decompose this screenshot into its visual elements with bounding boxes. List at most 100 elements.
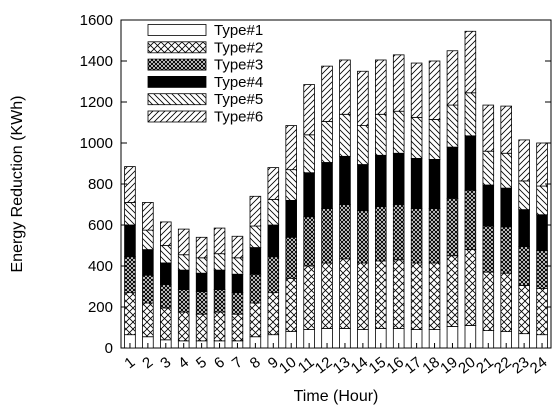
x-tick-label: 10 — [276, 354, 300, 378]
bar-segment-type5-hour-23 — [518, 180, 530, 211]
bar-segment-type6-hour-19 — [446, 50, 459, 106]
x-tick-label: 19 — [437, 354, 461, 378]
bar-segment-type4-hour-20 — [464, 135, 477, 191]
bar-segment-type5-hour-1 — [124, 202, 136, 226]
bar-segment-type2-hour-1 — [124, 292, 136, 336]
bar-segment-type4-hour-18 — [428, 158, 441, 209]
bar-segment-type5-hour-15 — [375, 113, 387, 156]
bar-segment-type6-hour-16 — [392, 54, 405, 112]
bar-segment-type4-hour-2 — [142, 249, 154, 276]
bar-segment-type4-hour-3 — [160, 262, 172, 285]
bar-segment-type4-hour-7 — [231, 273, 244, 294]
bar-segment-type3-hour-22 — [500, 226, 512, 274]
bar-segment-type5-hour-11 — [303, 134, 315, 174]
y-tick-label: 400 — [88, 258, 113, 275]
bar-segment-type3-hour-19 — [446, 197, 459, 257]
bar-segment-type2-hour-3 — [160, 307, 172, 341]
bar-segment-type3-hour-24 — [536, 250, 548, 289]
x-tick-label: 14 — [348, 354, 372, 378]
legend-label-type1: Type#1 — [214, 22, 263, 39]
bar-segment-type5-hour-8 — [249, 225, 262, 248]
x-tick-label: 16 — [384, 354, 408, 378]
bar-segment-type6-hour-20 — [464, 30, 477, 94]
bar-segment-type3-hour-10 — [285, 236, 297, 279]
bar-segment-type4-hour-24 — [536, 214, 548, 252]
bar-segment-type3-hour-7 — [231, 292, 244, 315]
bar-segment-type2-hour-10 — [285, 277, 297, 332]
x-tick-label: 7 — [229, 354, 246, 373]
y-tick-label: 1200 — [80, 94, 113, 111]
bar-segment-type2-hour-12 — [321, 262, 333, 329]
bar-segment-type4-hour-11 — [303, 172, 315, 218]
bar-segment-type3-hour-16 — [392, 204, 405, 261]
bar-segment-type6-hour-4 — [177, 228, 190, 256]
bar-segment-type6-hour-10 — [285, 125, 297, 171]
legend-swatch-type2 — [147, 41, 207, 54]
bar-segment-type2-hour-8 — [249, 302, 262, 338]
bar-segment-type5-hour-4 — [177, 254, 190, 271]
bar-segment-type3-hour-9 — [267, 256, 280, 294]
x-tick-label: 6 — [211, 354, 228, 373]
bar-segment-type6-hour-9 — [267, 167, 280, 200]
bar-segment-type5-hour-13 — [339, 113, 351, 157]
bar-segment-type6-hour-15 — [375, 59, 387, 115]
bar-segment-type5-hour-10 — [285, 169, 297, 201]
y-tick-label: 1600 — [80, 12, 113, 29]
bar-segment-type3-hour-23 — [518, 246, 530, 286]
x-tick-label: 23 — [509, 354, 533, 378]
bar-segment-type6-hour-18 — [428, 60, 441, 120]
bar-segment-type5-hour-7 — [231, 257, 244, 275]
bar-segment-type5-hour-18 — [428, 119, 441, 160]
bar-segment-type3-hour-2 — [142, 274, 154, 304]
legend-label-type2: Type#2 — [214, 39, 263, 56]
bar-segment-type3-hour-3 — [160, 284, 172, 309]
bar-segment-type4-hour-6 — [213, 269, 226, 290]
bar-segment-type2-hour-6 — [213, 311, 226, 342]
bar-segment-type2-hour-15 — [375, 260, 387, 329]
bar-segment-type4-hour-15 — [375, 154, 387, 207]
bar-segment-type6-hour-24 — [536, 142, 548, 187]
bar-segment-type2-hour-18 — [428, 262, 441, 330]
bar-segment-type5-hour-14 — [357, 125, 369, 165]
bar-segment-type3-hour-4 — [177, 289, 190, 313]
bar-segment-type2-hour-20 — [464, 249, 477, 326]
y-tick-label: 1000 — [80, 135, 113, 152]
x-tick-label: 18 — [419, 354, 443, 378]
bar-segment-type2-hour-24 — [536, 288, 548, 336]
legend-label-type4: Type#4 — [214, 74, 263, 91]
x-tick-label: 3 — [157, 354, 174, 373]
bars-group — [124, 30, 548, 349]
bar-segment-type4-hour-16 — [392, 152, 405, 205]
legend-swatch-type1 — [147, 24, 207, 36]
bar-segment-type4-hour-13 — [339, 155, 351, 205]
bar-segment-type6-hour-13 — [339, 59, 351, 115]
bar-segment-type6-hour-11 — [303, 84, 315, 136]
x-tick-label: 15 — [366, 354, 390, 378]
bar-segment-type5-hour-21 — [482, 150, 495, 186]
bar-segment-type6-hour-14 — [357, 70, 369, 126]
bar-segment-type5-hour-24 — [536, 185, 548, 216]
bar-segment-type6-hour-1 — [124, 166, 136, 203]
bar-segment-type3-hour-17 — [410, 208, 423, 264]
bar-segment-type5-hour-5 — [195, 257, 208, 274]
bar-segment-type3-hour-5 — [195, 291, 208, 315]
y-axis-title: Energy Reduction (KWh) — [9, 96, 26, 273]
legend-swatch-type4 — [147, 76, 207, 88]
bar-segment-type4-hour-9 — [267, 224, 280, 258]
x-tick-label: 5 — [193, 354, 210, 373]
bar-segment-type2-hour-23 — [518, 285, 530, 335]
bar-segment-type5-hour-9 — [267, 198, 280, 226]
bar-segment-type5-hour-22 — [500, 152, 512, 189]
bar-segment-type6-hour-22 — [500, 105, 512, 154]
bar-segment-type3-hour-15 — [375, 206, 387, 262]
legend-swatch-type3 — [147, 58, 207, 71]
bar-segment-type5-hour-2 — [142, 229, 154, 251]
legend-label-type5: Type#5 — [214, 91, 263, 108]
x-tick-label: 8 — [247, 354, 264, 373]
bar-segment-type5-hour-6 — [213, 253, 226, 271]
bar-segment-type6-hour-12 — [321, 65, 333, 122]
x-tick-label: 12 — [312, 354, 336, 378]
bar-segment-type4-hour-17 — [410, 157, 423, 210]
